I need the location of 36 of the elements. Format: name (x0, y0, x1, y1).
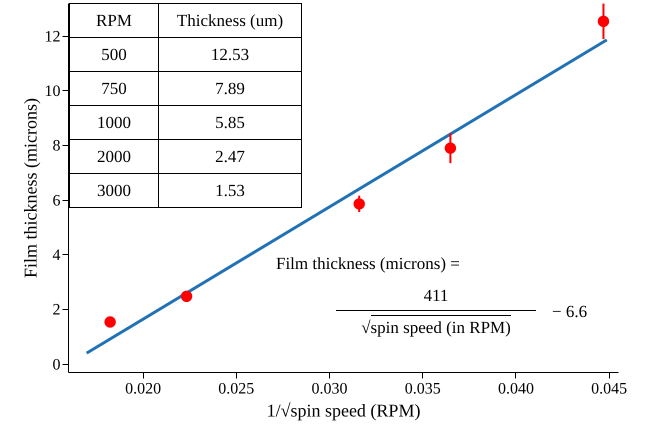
annotation: Film thickness (microns) = (276, 254, 460, 274)
x-axis-title: 1/√spin speed (RPM) (266, 400, 420, 420)
x-tick-label: 0.020 (125, 380, 162, 398)
annotation: 2.47 (158, 140, 302, 174)
x-tick-label: 0.025 (218, 380, 254, 398)
annotation: 750 (70, 72, 158, 106)
annotation: − 6.6 (552, 302, 588, 322)
annotation: 7.89 (158, 72, 302, 106)
annotation: 3000 (70, 174, 158, 208)
y-tick-label: 0 (52, 356, 60, 374)
y-axis-title: Film thickness (microns) (20, 98, 40, 278)
x-tick-label: 0.030 (312, 380, 348, 398)
annotation: RPM (70, 4, 158, 38)
y-tick-label: 2 (52, 302, 60, 319)
annotation: √spin speed (in RPM) (360, 317, 512, 338)
point (354, 198, 365, 210)
point (598, 16, 610, 28)
point (104, 316, 116, 328)
y-tick-label: 8 (52, 138, 60, 155)
y-tick-label: 10 (44, 82, 60, 100)
annotation: 411 (336, 286, 536, 311)
x-tick-label: 0.035 (404, 380, 441, 398)
y-tick-label: 6 (52, 192, 60, 210)
point (444, 142, 456, 154)
y-tick-label: 4 (52, 246, 60, 264)
annotation: 5.85 (158, 106, 302, 140)
x-tick-label: 0.045 (591, 380, 628, 398)
annotation: 1.53 (158, 174, 302, 208)
annotation: Thickness (um) (158, 4, 302, 38)
y-tick-label: 12 (44, 28, 60, 46)
annotation: 1000 (70, 106, 158, 140)
annotation: 2000 (70, 140, 158, 174)
point (180, 290, 192, 302)
annotation: 500 (70, 38, 158, 72)
annotation: 12.53 (158, 38, 302, 72)
x-tick-label: 0.040 (498, 380, 534, 398)
